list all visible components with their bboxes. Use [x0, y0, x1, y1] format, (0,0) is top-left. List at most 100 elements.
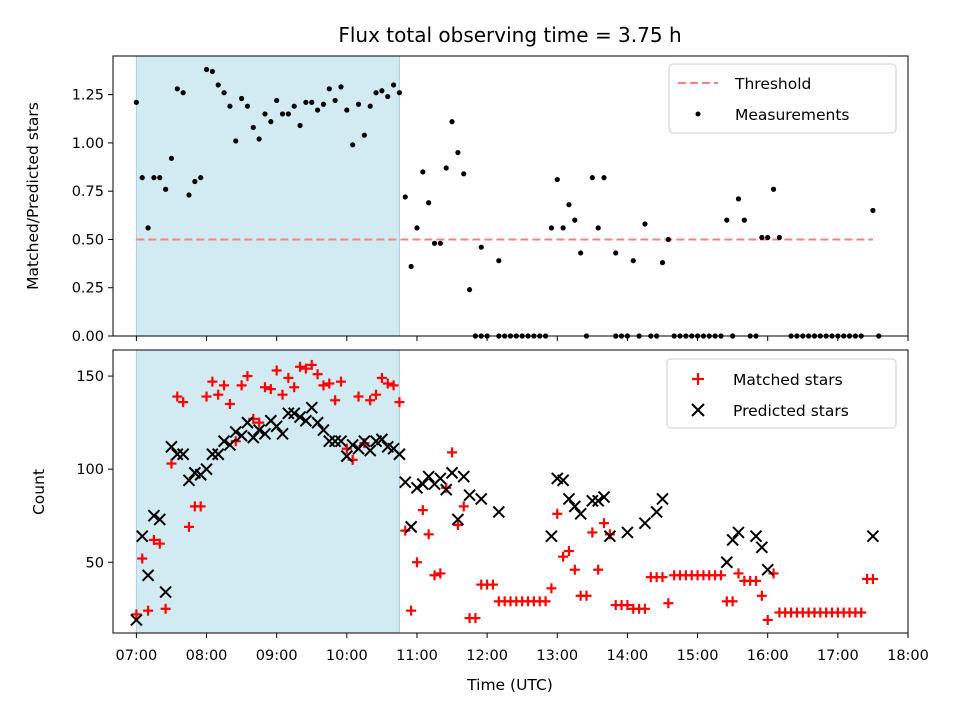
matched-point [201, 391, 212, 402]
measurement-point [215, 82, 221, 88]
matched-point [552, 508, 563, 519]
measurement-point [776, 234, 782, 241]
measurement-point [326, 86, 332, 92]
threshold-legend-label: Threshold [734, 75, 811, 93]
x-tick-label: 11:00 [396, 648, 438, 664]
predicted-point [212, 448, 225, 461]
measurement-point [466, 287, 473, 293]
predicted-point [451, 513, 465, 526]
matched-point [219, 380, 230, 391]
measurement-point [578, 250, 584, 256]
matched-point [224, 398, 235, 409]
matched-point [867, 574, 878, 585]
measurement-point [145, 225, 151, 231]
measurement-point [759, 234, 765, 241]
matched-point [324, 378, 335, 389]
measurement-point [320, 101, 327, 107]
predicted-point [363, 444, 377, 457]
predicted-point [206, 448, 219, 461]
x-axis-label: Time (UTC) [466, 676, 553, 694]
predicted-point [311, 416, 324, 429]
measurement-point [770, 186, 777, 192]
predicted-point [141, 569, 155, 582]
matched-point [423, 529, 434, 540]
predicted-point [247, 431, 260, 444]
measurement-point [256, 136, 262, 142]
measurement-point [560, 225, 566, 231]
measurement-point [367, 103, 373, 109]
matched-point [733, 568, 744, 579]
measurement-point [332, 97, 338, 104]
measurement-point [174, 86, 180, 92]
bottom-axes-frame [112, 349, 909, 634]
matched-legend-label: Matched stars [733, 371, 843, 389]
predicted-point [176, 448, 190, 461]
predicted-point [130, 613, 143, 627]
y-tick-label: 0.00 [72, 329, 104, 345]
measurement-point [589, 175, 595, 181]
matched-point [283, 372, 294, 383]
predicted-point [165, 440, 178, 454]
y-tick-label: 100 [76, 462, 104, 478]
predicted-point [288, 407, 301, 420]
bottom-legend: Matched stars Predicted stars [666, 358, 897, 429]
matched-point [435, 568, 446, 579]
top-legend-box [668, 63, 897, 134]
matched-point [581, 590, 592, 601]
measurement-point [426, 200, 432, 206]
predicted-point [328, 435, 342, 448]
measurement-point [338, 84, 344, 90]
matched-point [306, 359, 317, 370]
measurement-point [455, 149, 461, 156]
predicted-point [159, 585, 172, 599]
measurement-point [291, 103, 297, 109]
measurement-point [478, 244, 484, 250]
x-tick-label: 18:00 [887, 648, 929, 664]
predicted-point [591, 494, 605, 508]
measurement-point [443, 165, 449, 171]
measurement-point [361, 132, 367, 138]
predicted-point [656, 492, 669, 506]
matched-point [207, 376, 218, 387]
matched-point [458, 501, 469, 512]
predicted-point [410, 481, 424, 494]
measurement-point [314, 107, 321, 113]
measurement-point [303, 99, 309, 105]
y-tick-label: 1.25 [72, 88, 104, 104]
measurement-point [373, 90, 379, 96]
matched-point [599, 518, 610, 529]
y-tick-label: 50 [86, 555, 104, 571]
matched-point [353, 391, 364, 402]
measurement-point [572, 217, 578, 223]
measurement-point [198, 175, 204, 181]
top-shaded-span [135, 55, 400, 337]
predicted-point [399, 475, 412, 489]
predicted-point [463, 489, 476, 502]
predicted-legend-label: Predicted stars [733, 402, 849, 420]
matched-point [365, 395, 376, 406]
matched-point [300, 363, 311, 374]
measurement-point [496, 258, 502, 264]
chart-title: Flux total observing time = 3.75 h [338, 23, 681, 47]
matched-point [394, 397, 405, 408]
measurement-point [735, 196, 742, 202]
measurements-legend-label: Measurements [735, 106, 850, 124]
measurement-point [642, 221, 648, 227]
matched-point [856, 607, 867, 618]
bottom-x-ticks: 07:00 08:00 09:00 10:00 11:00 12:00 13:00 14:00… [115, 633, 929, 664]
measurement-point [227, 103, 233, 109]
predicted-point [755, 541, 769, 554]
bottom-y-axis-label: Count [30, 469, 48, 515]
measurement-point [186, 192, 192, 198]
predicted-point [439, 483, 453, 496]
matched-point [318, 380, 329, 391]
predicted-point [358, 435, 371, 448]
predicted-point [475, 492, 488, 506]
matched-point [751, 575, 762, 586]
y-tick-label: 150 [76, 369, 104, 385]
top-legend: Threshold Measurements [668, 63, 897, 134]
predicted-point [153, 513, 166, 526]
predicted-point [317, 423, 330, 437]
predicted-point [241, 416, 254, 429]
